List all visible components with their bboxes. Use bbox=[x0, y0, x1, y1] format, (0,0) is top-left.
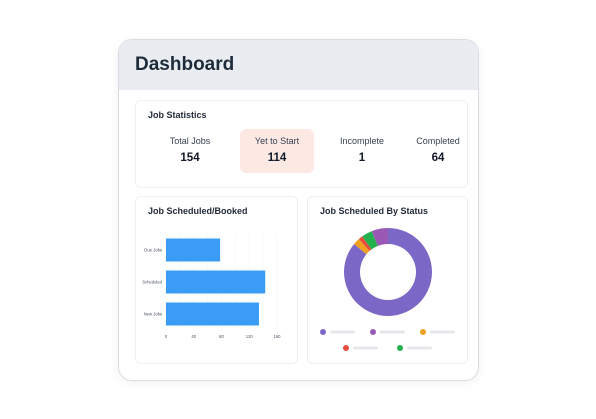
job-scheduled-by-status-panel: Job Scheduled By Status bbox=[307, 196, 468, 364]
stat-label: Incomplete bbox=[339, 136, 385, 146]
donut-slice[interactable] bbox=[344, 228, 432, 316]
legend-label-placeholder bbox=[353, 346, 378, 350]
job-statistics-title: Job Statistics bbox=[148, 110, 207, 120]
dashboard-card: Dashboard Job Statistics Total Jobs 154 … bbox=[118, 39, 479, 381]
legend-dot bbox=[397, 345, 403, 351]
legend-label-placeholder bbox=[330, 330, 355, 334]
stat-label: Total Jobs bbox=[169, 136, 211, 146]
stat-yet-to-start[interactable]: Yet to Start 114 bbox=[240, 129, 314, 173]
dashboard-header: Dashboard bbox=[119, 40, 478, 90]
category-label: New Jobs bbox=[144, 312, 162, 317]
stat-value: 114 bbox=[267, 152, 287, 164]
stat-incomplete[interactable]: Incomplete 1 bbox=[325, 129, 399, 173]
legend-dot bbox=[420, 329, 426, 335]
donut-chart bbox=[320, 228, 455, 351]
legend-dot bbox=[370, 329, 376, 335]
legend-label-placeholder bbox=[380, 330, 405, 334]
donut-chart-title: Job Scheduled By Status bbox=[320, 206, 429, 216]
stat-label: Yet to Start bbox=[254, 136, 300, 146]
donut-slice[interactable] bbox=[371, 228, 388, 246]
donut-slice[interactable] bbox=[358, 236, 372, 251]
bar-chart-title: Job Scheduled/Booked bbox=[148, 206, 248, 216]
donut-slice[interactable] bbox=[354, 238, 370, 255]
tick-label: 0 bbox=[165, 334, 168, 339]
tick-label: 40 bbox=[191, 334, 196, 339]
tick-label: 120 bbox=[246, 334, 254, 339]
donut-slice[interactable] bbox=[362, 231, 378, 250]
legend-label-placeholder bbox=[430, 330, 455, 334]
page-title: Dashboard bbox=[135, 54, 235, 75]
bar[interactable] bbox=[166, 302, 259, 326]
legend-label-placeholder bbox=[407, 346, 432, 350]
tick-label: 80 bbox=[219, 334, 224, 339]
legend-dot bbox=[343, 345, 349, 351]
stat-label: Completed bbox=[416, 136, 460, 146]
category-label: Scheduled bbox=[142, 280, 162, 285]
stat-value: 64 bbox=[431, 152, 445, 164]
tick-label: 160 bbox=[274, 334, 282, 339]
job-statistics-panel: Job Statistics Total Jobs 154 Yet to Sta… bbox=[135, 100, 468, 188]
category-label: Due Jobs bbox=[144, 248, 162, 253]
stat-total-jobs[interactable]: Total Jobs 154 bbox=[153, 129, 227, 173]
stat-value: 154 bbox=[180, 152, 200, 164]
bar[interactable] bbox=[166, 238, 221, 262]
stat-completed[interactable]: Completed 64 bbox=[401, 129, 475, 173]
legend-dot bbox=[320, 329, 326, 335]
job-scheduled-booked-panel: Job Scheduled/Booked Due Jobs Scheduled Ne… bbox=[135, 196, 298, 364]
stat-value: 1 bbox=[358, 152, 366, 164]
bar[interactable] bbox=[166, 270, 266, 294]
bar-chart: Due Jobs Scheduled New Jobs 0 40 80 120 160 bbox=[142, 234, 282, 339]
